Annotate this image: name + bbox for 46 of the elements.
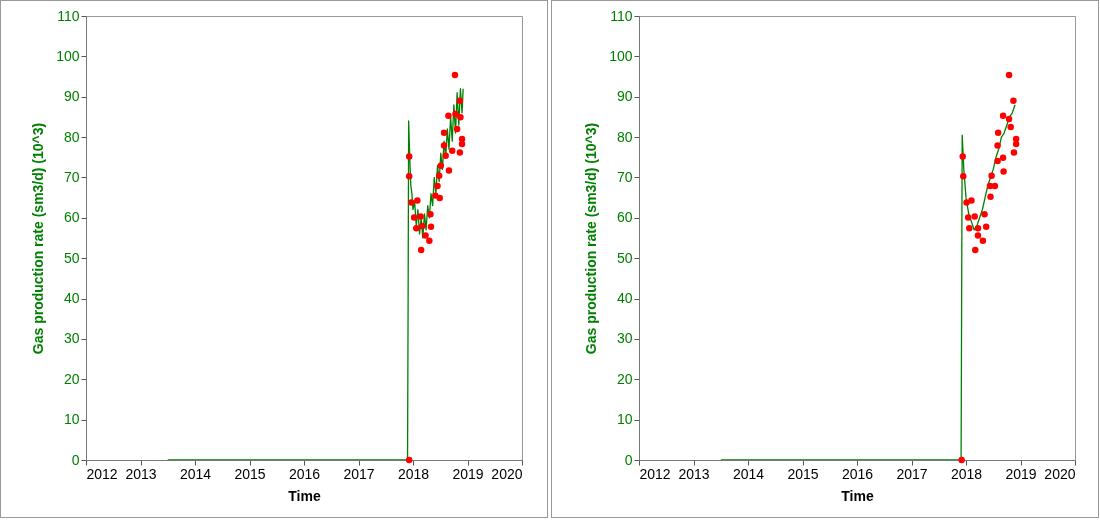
x-tick-label: 2016 [841, 465, 874, 482]
x-axis-title: Time [288, 487, 321, 504]
x-tick-label: 2015 [234, 465, 266, 482]
x-tick-label: 2015 [787, 465, 819, 482]
y-tick-label: 20 [616, 370, 633, 387]
y-tick-label: 0 [71, 451, 80, 468]
x-axis-title: Time [841, 487, 874, 504]
x-tick-label: 2014 [732, 465, 765, 482]
y-tick-label: 0 [624, 451, 633, 468]
y-tick-label: 110 [57, 7, 80, 24]
y-tick-label: 110 [610, 7, 633, 24]
y-axis-title: Gas production rate (sm3/d) (10^3) [30, 122, 47, 355]
y-tick-label: 40 [616, 290, 633, 307]
y-tick-label: 50 [616, 249, 633, 266]
y-tick-label: 80 [616, 128, 633, 145]
x-tick-label: 2016 [288, 465, 321, 482]
x-tick-label: 2018 [950, 465, 983, 482]
y-tick-label: 100 [56, 47, 80, 64]
x-tick-label: 2020 [491, 465, 523, 482]
y-tick-label: 90 [63, 88, 80, 105]
x-tick-label: 2020 [1044, 465, 1076, 482]
y-tick-label: 40 [63, 290, 80, 307]
x-tick-label: 2017 [343, 465, 375, 482]
x-tick-label: 2019 [1005, 465, 1037, 482]
x-tick-label: 2017 [896, 465, 928, 482]
y-tick-label: 30 [616, 330, 633, 347]
x-tick-label: 2012 [86, 465, 118, 482]
x-tick-label: 2019 [452, 465, 484, 482]
y-tick-label: 70 [616, 168, 633, 185]
y-tick-label: 90 [616, 88, 633, 105]
y-tick-label: 30 [63, 330, 80, 347]
y-tick-label: 60 [616, 209, 633, 226]
x-tick-label: 2018 [397, 465, 430, 482]
y-tick-label: 10 [63, 411, 80, 428]
y-tick-label: 80 [63, 128, 80, 145]
x-tick-label: 2013 [125, 465, 157, 482]
y-tick-label: 60 [63, 209, 80, 226]
x-tick-label: 2012 [639, 465, 671, 482]
y-tick-label: 20 [63, 370, 80, 387]
x-tick-label: 2014 [179, 465, 212, 482]
y-tick-label: 70 [63, 168, 80, 185]
y-tick-label: 100 [609, 47, 633, 64]
y-tick-label: 10 [616, 411, 633, 428]
x-tick-label: 2013 [678, 465, 710, 482]
y-axis-title: Gas production rate (sm3/d) (10^3) [583, 122, 600, 355]
y-tick-label: 50 [63, 249, 80, 266]
